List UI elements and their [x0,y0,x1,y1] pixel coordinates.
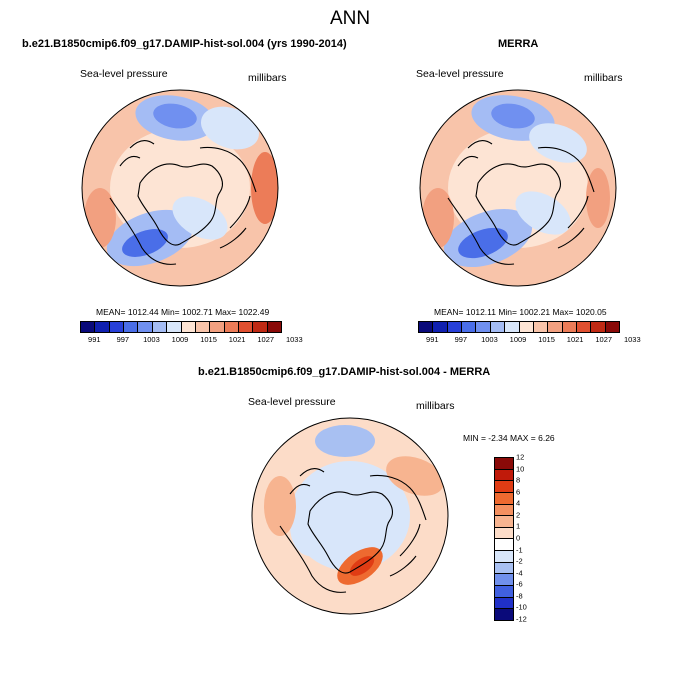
colorbar-tick-label: 1027 [595,335,613,344]
colorbar-swatch [519,322,534,332]
panel-obs-colorbar [418,321,620,333]
colorbar-tick-label: 12 [516,452,525,462]
colorbar-swatch [267,322,282,332]
colorbar-tick-label: -2 [516,556,523,566]
panel-model-map [81,89,279,287]
colorbar-swatch [81,322,96,332]
colorbar-tick-label: 4 [516,498,521,508]
colorbar-swatch [495,562,513,575]
colorbar-tick-label: 1009 [509,335,527,344]
panel-model-title: b.e21.B1850cmip6.f09_g17.DAMIP-hist-sol.… [22,38,347,50]
colorbar-swatch [238,322,254,332]
colorbar-swatch [419,322,434,332]
panel-diff-stats: MIN = -2.34 MAX = 6.26 [463,433,555,443]
panel-model-stats: MEAN= 1012.44 Min= 1002.71 Max= 1022.49 [96,307,270,317]
colorbar-tick-label: -10 [516,602,527,612]
colorbar-swatch [167,322,182,332]
panel-model-colorbar [80,321,282,333]
panel-obs-units-label: millibars [584,72,623,84]
colorbar-tick-label: 1003 [481,335,498,344]
panel-obs-title: MERRA [498,38,539,50]
colorbar-swatch [210,322,225,332]
colorbar-swatch [124,322,139,332]
colorbar-tick-label: -1 [516,545,523,555]
colorbar-tick-label: 1021 [566,335,584,344]
colorbar-tick-label: 991 [426,335,439,344]
colorbar-swatch [576,322,592,332]
colorbar-swatch [533,322,549,332]
colorbar-swatch [505,322,520,332]
colorbar-tick-label: -12 [516,614,527,624]
colorbar-swatch [495,481,513,493]
panel-obs-variable-label: Sea-level pressure [416,68,504,80]
colorbar-swatch [476,322,491,332]
colorbar-swatch [562,322,577,332]
colorbar-swatch [495,551,513,563]
colorbar-tick-label: 1021 [228,335,246,344]
colorbar-swatch [495,492,513,505]
colorbar-tick-label: 997 [116,335,130,344]
colorbar-tick-label: 8 [516,475,521,485]
colorbar-swatch [495,539,513,552]
panel-obs-map [419,89,617,287]
colorbar-swatch [181,322,196,332]
colorbar-swatch [591,322,606,332]
colorbar-swatch [195,322,211,332]
colorbar-swatch [495,527,513,540]
colorbar-swatch [253,322,268,332]
panel-diff-map [251,417,449,615]
panel-model-variable-label: Sea-level pressure [80,68,168,80]
colorbar-tick-label: 1009 [171,335,189,344]
panel-diff-units-label: millibars [416,400,455,412]
colorbar-tick-label: 10 [516,464,525,474]
colorbar-tick-label: 1027 [257,335,275,344]
colorbar-tick-label: 1 [516,521,521,531]
panel-model-units-label: millibars [248,72,287,84]
colorbar-swatch [495,609,513,620]
colorbar-swatch [495,574,513,587]
colorbar-swatch [495,458,513,470]
colorbar-tick-label: 2 [516,510,521,520]
colorbar-tick-label: 0 [516,533,521,543]
colorbar-tick-label: 1003 [143,335,160,344]
panel-model-colorbar-ticks: 991 997 1003 1009 1015 1021 1027 1033 [80,335,303,345]
panel-obs-stats: MEAN= 1012.11 Min= 1002.21 Max= 1020.05 [434,307,607,317]
panel-diff-variable-label: Sea-level pressure [248,396,336,408]
colorbar-swatch [447,322,463,332]
colorbar-tick-label: 1015 [538,335,555,344]
colorbar-swatch [138,322,153,332]
colorbar-swatch [495,516,513,528]
main-title: ANN [329,8,371,29]
panel-diff-title: b.e21.B1850cmip6.f09_g17.DAMIP-hist-sol.… [198,366,491,378]
colorbar-swatch [548,322,563,332]
colorbar-swatch [433,322,448,332]
colorbar-swatch [462,322,477,332]
colorbar-tick-label: 1033 [623,335,641,344]
colorbar-swatch [490,322,506,332]
colorbar-tick-label: 991 [88,335,101,344]
panel-diff-colorbar-ticks: 12 10 8 6 4 2 1 0 -1 -2 -4 -6 -8 -10 -12 [516,453,546,624]
panel-diff-colorbar [494,457,514,621]
colorbar-tick-label: 1015 [200,335,217,344]
colorbar-swatch [95,322,110,332]
colorbar-tick-label: 997 [454,335,468,344]
colorbar-tick-label: -8 [516,591,523,601]
colorbar-tick-label: 6 [516,487,521,497]
colorbar-swatch [152,322,168,332]
colorbar-tick-label: -6 [516,579,523,589]
colorbar-swatch [495,504,513,517]
colorbar-tick-label: -4 [516,568,523,578]
colorbar-swatch [495,597,513,610]
colorbar-swatch [495,586,513,598]
colorbar-swatch [495,469,513,482]
colorbar-swatch [605,322,620,332]
panel-obs-colorbar-ticks: 991 997 1003 1009 1015 1021 1027 1033 [418,335,641,345]
colorbar-swatch [224,322,239,332]
colorbar-tick-label: 1033 [285,335,303,344]
colorbar-swatch [109,322,125,332]
